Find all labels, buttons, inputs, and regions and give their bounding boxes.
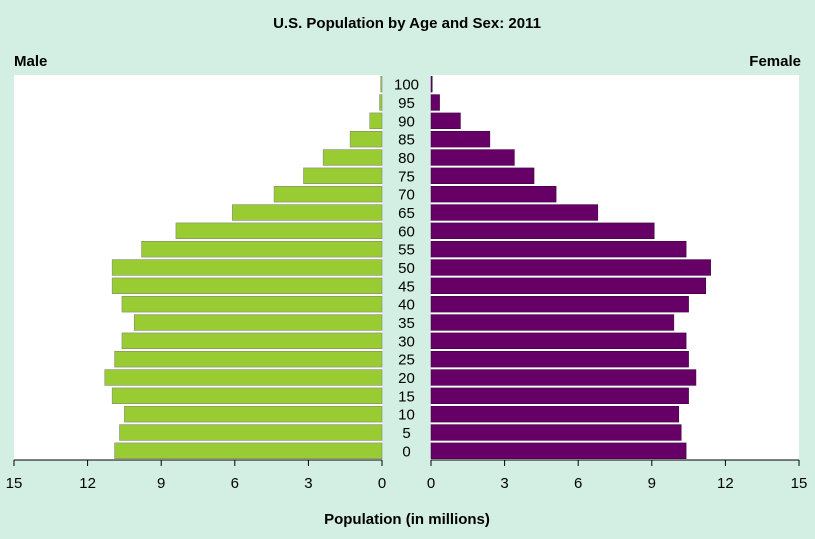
age-label-0: 0 [402, 443, 410, 460]
age-label-30: 30 [398, 333, 415, 350]
male-bar-age-40 [121, 296, 383, 313]
age-label-40: 40 [398, 297, 415, 314]
female-bar-age-35 [430, 314, 675, 331]
age-label-75: 75 [398, 168, 415, 185]
male-bar-age-50 [111, 259, 383, 276]
male-bar-age-55 [141, 241, 383, 258]
age-label-20: 20 [398, 370, 415, 387]
male-bar-age-90 [369, 112, 383, 129]
male-bar-age-45 [111, 277, 383, 294]
age-label-90: 90 [398, 113, 415, 130]
female-bar-age-30 [430, 332, 687, 349]
female-bar-age-65 [430, 204, 599, 221]
female-bar-age-75 [430, 167, 535, 185]
female-x-axis: 0 3 6 9 12 15 [427, 459, 808, 492]
age-label-100: 100 [394, 77, 419, 94]
male-bar-age-25 [114, 351, 383, 368]
male-bar-age-30 [121, 332, 383, 349]
female-bar-age-80 [430, 149, 515, 166]
male-bar-age-75 [303, 167, 383, 185]
male-tick-label-9: 9 [157, 475, 165, 492]
male-tick-label-3: 3 [304, 475, 312, 492]
female-bar-age-85 [430, 131, 491, 148]
female-bar-age-25 [430, 351, 689, 368]
male-tick-label-6: 6 [231, 475, 239, 492]
age-label-95: 95 [398, 95, 415, 112]
age-label-15: 15 [398, 388, 415, 405]
female-bar-age-60 [430, 222, 655, 240]
female-bar-age-20 [430, 369, 697, 386]
male-bar-age-20 [104, 369, 383, 386]
male-bars [104, 76, 383, 459]
age-label-85: 85 [398, 132, 415, 149]
age-label-10: 10 [398, 407, 415, 424]
male-label: Male [14, 53, 47, 70]
female-bar-age-0 [430, 442, 687, 459]
age-label-60: 60 [398, 223, 415, 240]
male-bar-age-65 [232, 204, 383, 221]
male-bar-age-70 [273, 186, 383, 203]
female-bar-age-45 [430, 277, 707, 294]
age-label-70: 70 [398, 187, 415, 204]
male-bar-age-5 [119, 424, 383, 441]
male-tick-label-0: 0 [378, 475, 386, 492]
male-x-axis: 0 3 6 9 12 15 [6, 459, 386, 492]
female-tick-label-6: 6 [574, 475, 582, 492]
female-bar-age-10 [430, 406, 680, 423]
female-bar-age-15 [430, 387, 689, 404]
age-label-65: 65 [398, 205, 415, 222]
male-tick-label-15: 15 [6, 475, 23, 492]
male-bar-age-0 [114, 442, 383, 459]
female-tick-label-15: 15 [791, 475, 808, 492]
chart-title: U.S. Population by Age and Sex: 2011 [273, 15, 541, 32]
female-label: Female [749, 53, 801, 70]
female-bar-age-95 [430, 94, 440, 111]
age-label-5: 5 [402, 425, 410, 442]
female-bar-age-70 [430, 186, 557, 203]
male-bar-age-60 [175, 222, 383, 240]
female-tick-label-0: 0 [427, 475, 435, 492]
female-bar-age-50 [430, 259, 711, 276]
age-label-80: 80 [398, 150, 415, 167]
female-bar-age-55 [430, 241, 687, 258]
male-bar-age-100 [380, 76, 383, 93]
female-bar-age-5 [430, 424, 682, 441]
female-tick-label-9: 9 [648, 475, 656, 492]
age-label-55: 55 [398, 242, 415, 259]
female-bar-age-90 [430, 112, 461, 129]
age-label-45: 45 [398, 278, 415, 295]
male-bar-age-10 [124, 406, 383, 423]
female-bar-age-40 [430, 296, 689, 313]
male-bar-age-95 [379, 94, 383, 111]
female-tick-label-3: 3 [500, 475, 508, 492]
female-bars [430, 76, 711, 459]
age-label-25: 25 [398, 352, 415, 369]
age-label-50: 50 [398, 260, 415, 277]
male-bar-age-80 [322, 149, 383, 166]
male-bar-age-85 [349, 131, 383, 148]
female-bar-age-100 [430, 76, 433, 93]
female-tick-label-12: 12 [717, 475, 734, 492]
male-bar-age-15 [111, 387, 383, 404]
age-label-35: 35 [398, 315, 415, 332]
x-axis-label: Population (in millions) [324, 511, 490, 528]
male-tick-label-12: 12 [79, 475, 96, 492]
male-bar-age-35 [133, 314, 383, 331]
